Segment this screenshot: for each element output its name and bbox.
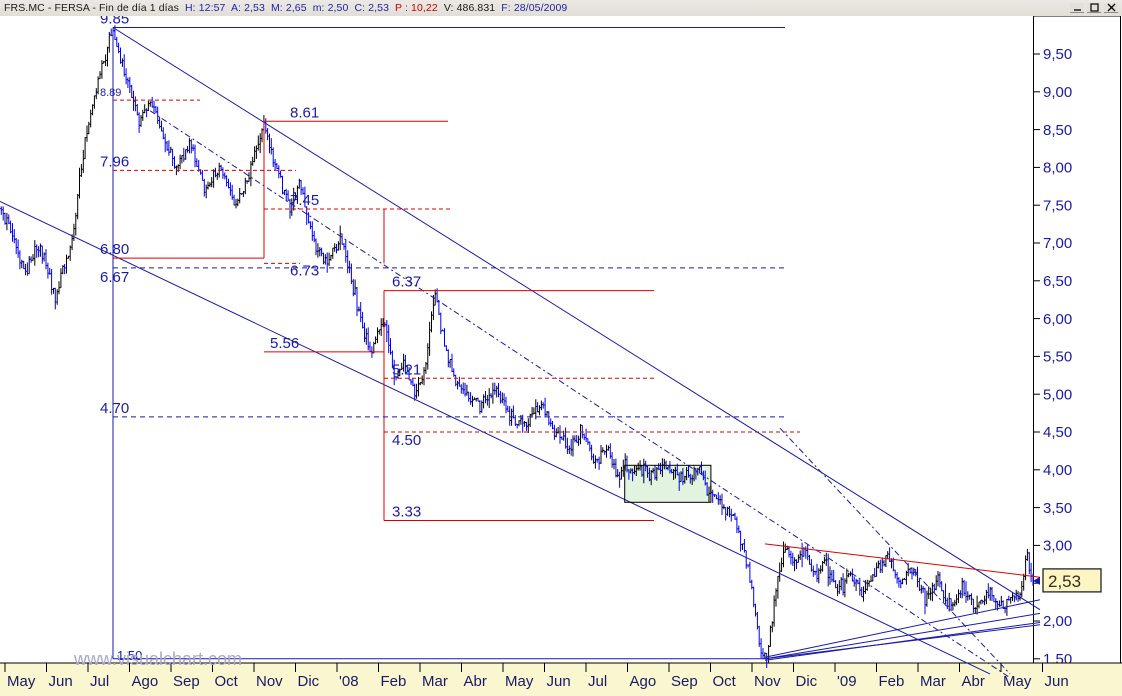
svg-text:Ago: Ago [132, 673, 159, 690]
svg-text:5,50: 5,50 [1043, 349, 1072, 366]
svg-text:4.70: 4.70 [100, 400, 129, 417]
svg-text:2,53: 2,53 [1048, 572, 1081, 591]
svg-text:7,50: 7,50 [1043, 197, 1072, 214]
svg-text:9,00: 9,00 [1043, 84, 1072, 101]
svg-text:5,00: 5,00 [1043, 386, 1072, 403]
svg-text:Oct: Oct [713, 673, 737, 690]
svg-text:'08: '08 [339, 673, 359, 690]
svg-text:6.73: 6.73 [290, 262, 319, 279]
svg-text:5.56: 5.56 [270, 335, 299, 352]
svg-text:7,00: 7,00 [1043, 235, 1072, 252]
svg-text:Feb: Feb [381, 673, 407, 690]
svg-text:3,00: 3,00 [1043, 538, 1072, 555]
svg-text:Nov: Nov [754, 673, 781, 690]
svg-text:9,50: 9,50 [1043, 46, 1072, 63]
svg-text:Mar: Mar [920, 673, 946, 690]
svg-text:3.33: 3.33 [392, 504, 421, 521]
svg-text:8,50: 8,50 [1043, 122, 1072, 139]
svg-text:5.21: 5.21 [392, 361, 421, 378]
svg-text:Abr: Abr [962, 673, 985, 690]
svg-text:'09: '09 [837, 673, 857, 690]
svg-text:Ago: Ago [630, 673, 657, 690]
svg-text:May: May [7, 673, 36, 690]
svg-text:6.37: 6.37 [392, 274, 421, 291]
svg-text:Dic: Dic [298, 673, 320, 690]
svg-text:4,50: 4,50 [1043, 424, 1072, 441]
svg-text:3,50: 3,50 [1043, 500, 1072, 517]
svg-text:8.89: 8.89 [100, 87, 121, 99]
svg-text:www.visualchart.com: www.visualchart.com [73, 649, 242, 669]
svg-text:Jun: Jun [49, 673, 73, 690]
svg-text:4,00: 4,00 [1043, 462, 1072, 479]
svg-text:Jun: Jun [1045, 673, 1069, 690]
svg-text:Sep: Sep [173, 673, 200, 690]
svg-text:Dic: Dic [796, 673, 818, 690]
svg-text:May: May [505, 673, 534, 690]
svg-text:Nov: Nov [256, 673, 283, 690]
svg-text:Jul: Jul [588, 673, 607, 690]
svg-text:2,00: 2,00 [1043, 613, 1072, 630]
svg-text:8.61: 8.61 [290, 104, 319, 121]
svg-text:Mar: Mar [422, 673, 448, 690]
svg-text:Feb: Feb [879, 673, 905, 690]
svg-text:8,00: 8,00 [1043, 160, 1072, 177]
svg-text:7.45: 7.45 [290, 192, 319, 209]
svg-text:6,00: 6,00 [1043, 311, 1072, 328]
svg-text:6.80: 6.80 [100, 241, 129, 258]
svg-text:6,50: 6,50 [1043, 273, 1072, 290]
svg-text:4.50: 4.50 [392, 432, 421, 449]
svg-text:7.96: 7.96 [100, 153, 129, 170]
svg-text:6.67: 6.67 [100, 269, 129, 286]
svg-text:Abr: Abr [464, 673, 487, 690]
svg-text:Oct: Oct [215, 673, 239, 690]
svg-text:Jun: Jun [547, 673, 571, 690]
svg-text:Sep: Sep [671, 673, 698, 690]
svg-text:Jul: Jul [90, 673, 109, 690]
svg-text:9.85: 9.85 [100, 16, 129, 28]
